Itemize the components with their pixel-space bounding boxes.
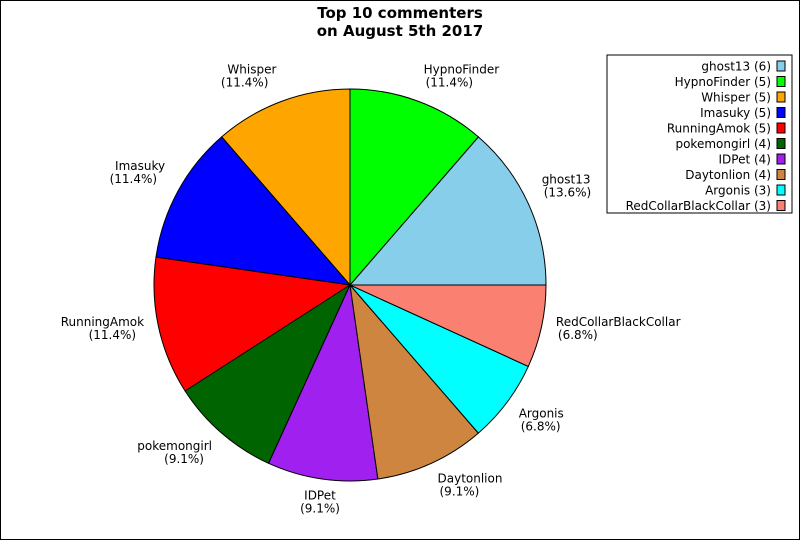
legend-entry-label: Imasuky (5) <box>700 106 771 120</box>
legend-entry-label: pokemongirl (4) <box>675 137 771 151</box>
legend-swatch <box>776 107 786 118</box>
slice-percent-label: (9.1%) <box>440 485 480 499</box>
slice-name-label: Imasuky <box>115 159 165 173</box>
slice-percent-label: (13.6%) <box>544 186 591 200</box>
legend-entry-label: Argonis (3) <box>705 184 771 198</box>
pie-slice-imasuky <box>155 136 352 286</box>
slice-percent-label: (9.1%) <box>300 502 340 516</box>
pie-slice-ghost13 <box>348 136 547 286</box>
legend-entry-label: ghost13 (6) <box>701 60 771 74</box>
legend-swatch <box>776 60 786 72</box>
legend-entry-label: IDPet (4) <box>719 153 772 167</box>
slice-name-label: IDPet <box>304 489 336 503</box>
slice-name-label: RedCollarBlackCollar <box>556 315 681 329</box>
pie-slice-idpet <box>267 283 379 482</box>
slice-name-label: RunningAmok <box>61 315 144 329</box>
slice-name-label: HypnoFinder <box>424 63 500 77</box>
legend-entry-label: RedCollarBlackCollar (3) <box>626 199 771 213</box>
slice-percent-label: (11.4%) <box>426 76 473 90</box>
slice-name-label: Argonis <box>519 406 564 420</box>
pie-slice-runningamok <box>153 256 352 392</box>
legend-entry-label: HypnoFinder (5) <box>675 75 771 89</box>
pie-slice-whisper <box>220 88 351 287</box>
legend-swatch <box>776 184 786 196</box>
pie-slice-pokemongirl <box>184 283 352 464</box>
legend-swatch <box>776 153 786 165</box>
legend-swatch <box>776 200 786 211</box>
chart-title-line-1: Top 10 commenters <box>317 4 483 22</box>
pie-slice-redcollarblackcollar <box>349 284 547 368</box>
slice-name-label: Daytonlion <box>438 472 503 486</box>
slice-labels: ghost13(13.6%)HypnoFinder(11.4%)Whisper(… <box>61 63 681 516</box>
legend-swatch <box>776 122 786 134</box>
pie-slice-daytonlion <box>349 283 480 480</box>
slice-name-label: pokemongirl <box>137 439 212 453</box>
legend-entry-label: Daytonlion (4) <box>685 168 771 182</box>
pie-slice-hypnofinder <box>349 88 480 287</box>
legend-swatch <box>776 91 786 103</box>
legend-swatch <box>776 76 786 87</box>
legend-box <box>606 54 793 214</box>
slice-name-label: ghost13 <box>542 173 591 187</box>
slice-name-label: Whisper <box>227 63 276 77</box>
chart-title-line-2: on August 5th 2017 <box>317 22 484 40</box>
slice-percent-label: (11.4%) <box>221 76 268 90</box>
slice-percent-label: (11.4%) <box>110 172 157 186</box>
legend-entry-label: RunningAmok (5) <box>667 122 771 136</box>
slice-percent-label: (11.4%) <box>89 328 136 342</box>
slice-percent-label: (6.8%) <box>558 328 598 342</box>
legend-swatch <box>776 138 786 149</box>
slice-percent-label: (9.1%) <box>164 452 204 466</box>
legend-entry-label: Whisper (5) <box>701 91 771 105</box>
legend-swatch <box>776 169 786 180</box>
pie-slices <box>153 88 547 482</box>
slice-percent-label: (6.8%) <box>521 419 561 433</box>
legend: ghost13 (6)HypnoFinder (5) Whisper (5)Ima… <box>606 54 793 214</box>
